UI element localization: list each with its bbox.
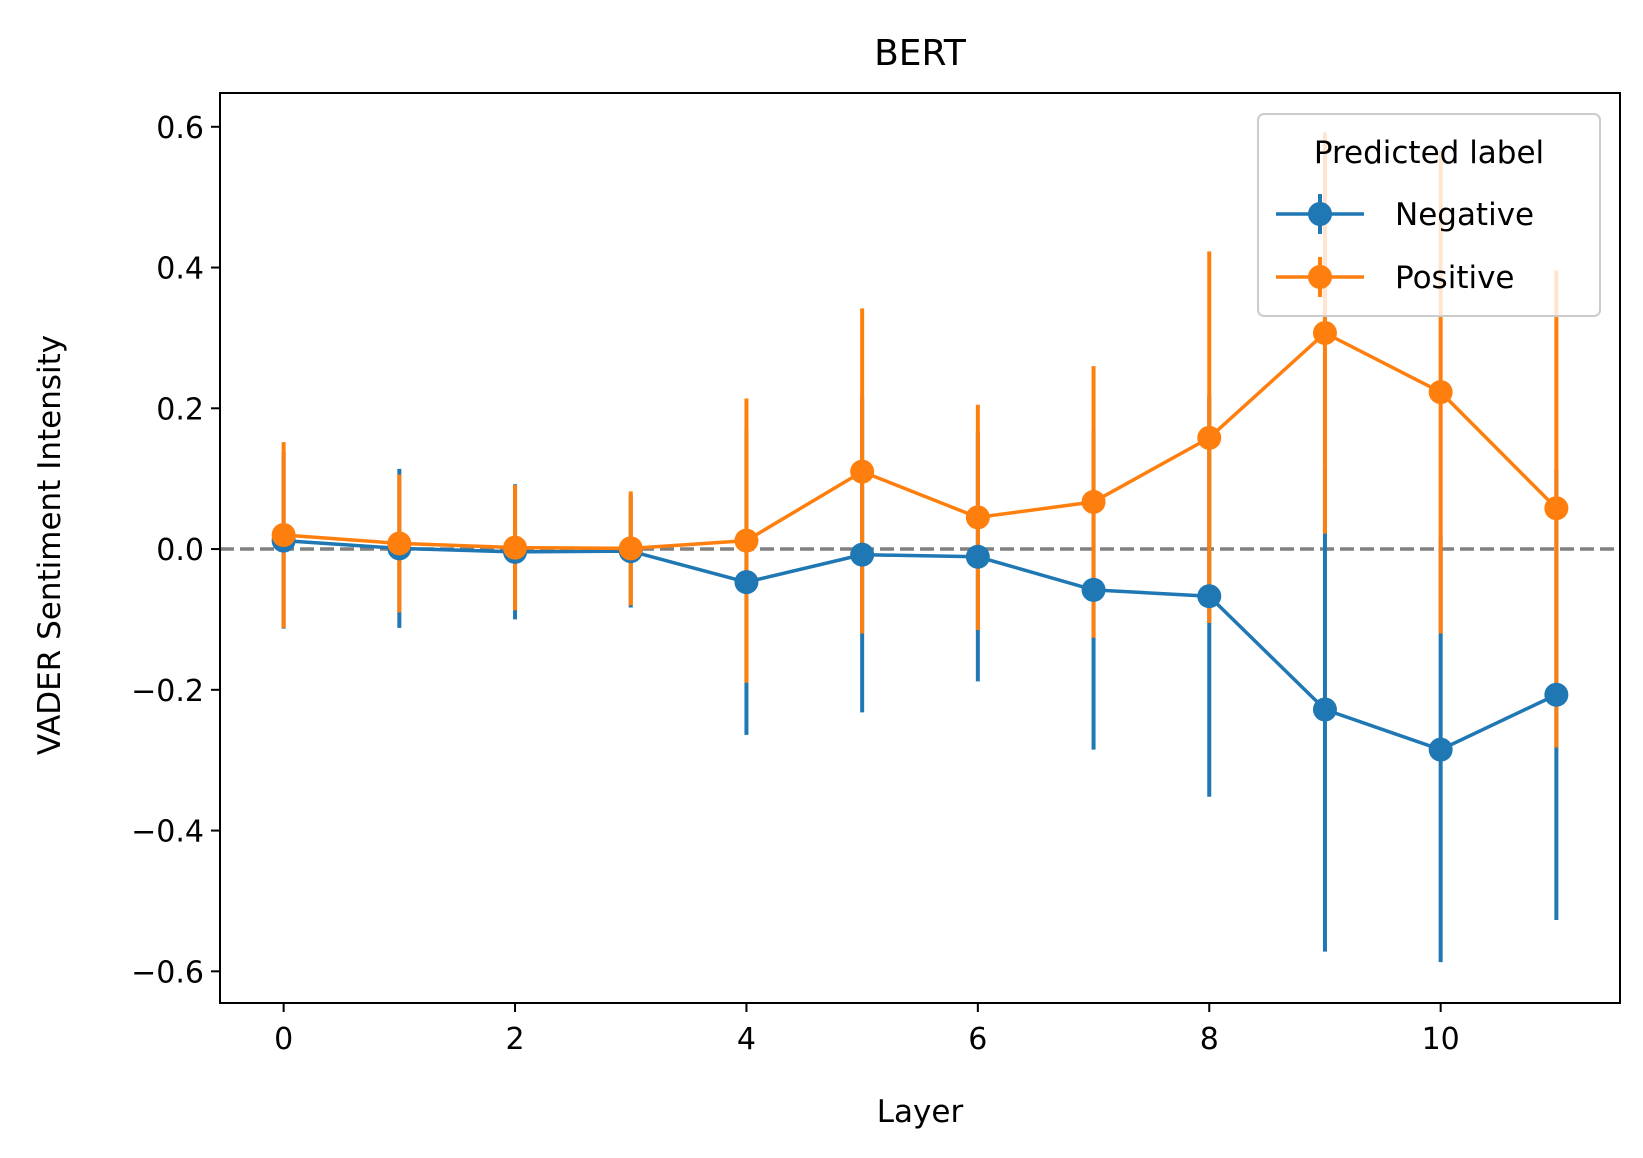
data-point bbox=[1544, 682, 1569, 707]
data-point bbox=[1544, 496, 1569, 521]
x-tick-label: 8 bbox=[1200, 1022, 1219, 1057]
legend-label-positive: Positive bbox=[1395, 260, 1515, 296]
data-point bbox=[1312, 320, 1337, 345]
data-point bbox=[618, 536, 643, 561]
data-point bbox=[271, 522, 296, 547]
series-line bbox=[283, 538, 1558, 752]
data-point bbox=[1197, 584, 1222, 609]
legend-title: Predicted label bbox=[1314, 135, 1544, 171]
y-tick-label: 0.0 bbox=[156, 533, 204, 568]
data-point bbox=[850, 542, 875, 567]
x-tick-label: 4 bbox=[737, 1022, 756, 1057]
plot-area: 0 2 4 6 8 10 −0.6 −0.4 −0.2 0.0 0.2 0.4 0.6 Predicted… bbox=[131, 92, 1621, 1057]
legend-marker bbox=[1308, 202, 1332, 226]
data-point bbox=[387, 531, 412, 556]
axes-frame bbox=[219, 92, 1621, 1004]
y-tick-label: 0.2 bbox=[156, 392, 204, 427]
series-positive-line bbox=[271, 320, 1569, 561]
data-point bbox=[734, 528, 759, 553]
x-tick-label: 0 bbox=[274, 1022, 293, 1057]
y-tick-label: 0.6 bbox=[156, 111, 204, 146]
x-tick-label: 2 bbox=[505, 1022, 524, 1057]
data-point bbox=[734, 570, 759, 595]
y-tick-label: −0.6 bbox=[131, 955, 204, 990]
x-tick-label: 10 bbox=[1422, 1022, 1460, 1057]
chart-title: BERT bbox=[874, 33, 967, 74]
legend-marker bbox=[1308, 265, 1332, 289]
x-tick-label: 6 bbox=[968, 1022, 987, 1057]
data-point bbox=[503, 535, 528, 560]
legend-box bbox=[1257, 113, 1601, 317]
data-point bbox=[850, 459, 875, 484]
data-point bbox=[1428, 380, 1453, 405]
series-negative-line bbox=[271, 528, 1569, 762]
y-tick-label: 0.4 bbox=[156, 252, 204, 287]
y-tick-label: −0.4 bbox=[131, 815, 204, 850]
data-point bbox=[1197, 425, 1222, 450]
legend: Predicted label Negative Positive bbox=[1257, 113, 1601, 317]
data-point bbox=[1081, 489, 1106, 514]
legend-label-negative: Negative bbox=[1395, 197, 1534, 233]
data-point bbox=[965, 505, 990, 530]
data-point bbox=[965, 544, 990, 569]
y-axis-label: VADER Sentiment Intensity bbox=[32, 335, 68, 755]
data-point bbox=[1081, 577, 1106, 602]
y-tick-label: −0.2 bbox=[131, 674, 204, 709]
data-point bbox=[1312, 697, 1337, 722]
series-line bbox=[283, 330, 1558, 551]
x-axis-label: Layer bbox=[877, 1094, 964, 1130]
data-point bbox=[1428, 737, 1453, 762]
